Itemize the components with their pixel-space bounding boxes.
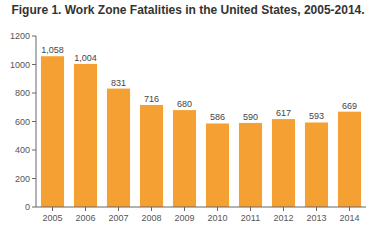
x-tick — [184, 207, 185, 211]
y-tick — [32, 121, 36, 122]
data-label: 831 — [111, 78, 126, 88]
bar — [338, 112, 361, 207]
data-label: 1,004 — [74, 53, 97, 63]
y-tick-label: 0 — [25, 202, 30, 212]
x-tick-label: 2010 — [207, 213, 227, 223]
data-label: 593 — [309, 111, 324, 121]
y-tick — [32, 36, 36, 37]
chart-container: Figure 1. Work Zone Fatalities in the Un… — [0, 0, 376, 229]
x-tick-label: 2013 — [306, 213, 326, 223]
x-tick-label: 2014 — [339, 213, 359, 223]
x-tick-label: 2005 — [42, 213, 62, 223]
data-label: 716 — [144, 94, 159, 104]
x-tick-label: 2008 — [141, 213, 161, 223]
x-tick-label: 2011 — [241, 213, 260, 223]
x-tick-label: 2006 — [75, 213, 95, 223]
x-tick — [118, 207, 119, 211]
y-tick — [32, 207, 36, 208]
data-label: 586 — [210, 112, 225, 122]
bar — [206, 123, 229, 207]
y-tick-label: 200 — [15, 174, 30, 184]
x-tick — [250, 207, 251, 211]
bars — [41, 56, 361, 207]
bar — [305, 122, 328, 207]
bar — [173, 110, 196, 207]
data-label: 617 — [276, 108, 291, 118]
x-tick — [85, 207, 86, 211]
x-tick — [52, 207, 53, 211]
title: Figure 1. Work Zone Fatalities in the Un… — [11, 3, 364, 17]
y-tick-label: 800 — [15, 88, 30, 98]
x-tick — [316, 207, 317, 211]
data-label: 680 — [177, 99, 192, 109]
chart-svg: Figure 1. Work Zone Fatalities in the Un… — [0, 0, 376, 229]
y-tick-label: 600 — [15, 117, 30, 127]
y-tick — [32, 93, 36, 94]
x-tick-label: 2009 — [174, 213, 194, 223]
x-tick — [349, 207, 350, 211]
data-label: 669 — [342, 101, 357, 111]
x-tick-label: 2007 — [108, 213, 128, 223]
y-tick — [32, 64, 36, 65]
data-label: 590 — [243, 112, 258, 122]
bar — [74, 64, 97, 207]
bar — [41, 56, 64, 207]
y-tick — [32, 178, 36, 179]
x-tick — [217, 207, 218, 211]
bar — [107, 89, 130, 207]
y-tick-label: 400 — [15, 145, 30, 155]
x-tick — [283, 207, 284, 211]
bar — [272, 119, 295, 207]
y-tick-label: 1200 — [10, 31, 30, 41]
bar — [239, 123, 262, 207]
bar — [140, 105, 163, 207]
x-tick-label: 2012 — [273, 213, 293, 223]
x-tick — [151, 207, 152, 211]
y-tick-label: 1000 — [10, 60, 30, 70]
title-line: Figure 1. Work Zone Fatalities in the Un… — [11, 3, 364, 17]
data-label: 1,058 — [41, 45, 64, 55]
y-tick — [32, 150, 36, 151]
